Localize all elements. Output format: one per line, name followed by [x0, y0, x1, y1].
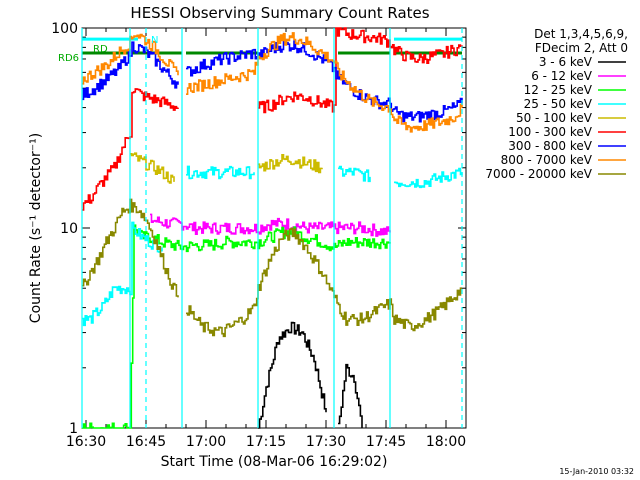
series-2	[82, 224, 391, 429]
legend-label: 7000 - 20000 keV	[485, 167, 592, 181]
series-4	[130, 152, 323, 184]
footer-date: 15-Jan-2010 03:32	[559, 467, 634, 476]
legend-header: Det 1,3,4,5,6,9,	[534, 27, 628, 41]
y-tick-label: 100	[51, 21, 78, 37]
legend-label: 6 - 12 keV	[531, 69, 593, 83]
series-line	[82, 221, 163, 327]
x-tick-label: 18:00	[426, 434, 466, 450]
y-tick-label: 1	[69, 421, 78, 437]
series-line	[258, 27, 463, 114]
series-line	[258, 154, 323, 174]
x-tick-label: 17:00	[186, 434, 226, 450]
series-5	[82, 27, 463, 211]
x-tick-label: 17:45	[366, 434, 406, 450]
series-line	[150, 213, 391, 237]
series-line	[82, 224, 391, 429]
orbit-boundaries	[81, 28, 463, 428]
legend-label: 100 - 300 keV	[508, 125, 592, 139]
y-axis-label: Count Rate (s⁻¹ detector⁻¹)	[28, 133, 44, 323]
x-tick-label: 16:45	[126, 434, 166, 450]
flag-label: RD6	[58, 53, 79, 64]
series-line	[82, 88, 179, 211]
series-line	[130, 152, 175, 184]
series-3	[82, 165, 463, 327]
legend-label: 25 - 50 keV	[524, 97, 593, 111]
legend-label: 3 - 6 keV	[539, 55, 593, 69]
x-tick-label: 17:30	[306, 434, 346, 450]
series-line	[258, 321, 327, 429]
series-0	[258, 321, 363, 429]
series-7	[82, 32, 463, 133]
series-layer	[82, 27, 463, 429]
series-line	[338, 363, 363, 428]
series-line	[394, 167, 463, 189]
series-line	[82, 33, 179, 85]
axes: 1 10 100 16:30 16:45 17:00 17:15 17:30 17:45 18:0…	[51, 21, 467, 450]
legend-label: 300 - 800 keV	[508, 139, 592, 153]
x-tick-label: 16:30	[66, 434, 106, 450]
legend: Det 1,3,4,5,6,9,FDecim 2, Att 03 - 6 keV…	[485, 27, 628, 181]
flag-labels: RD6 RD N	[58, 35, 158, 64]
legend-label: 12 - 25 keV	[524, 83, 593, 97]
legend-header: FDecim 2, Att 0	[535, 41, 628, 55]
series-line	[186, 32, 463, 133]
x-axis-label: Start Time (08-Mar-06 16:29:02)	[161, 454, 388, 470]
series-1	[150, 213, 391, 237]
series-line	[338, 165, 371, 183]
flag-label: RD	[93, 44, 108, 55]
flag-label: N	[151, 35, 158, 46]
legend-label: 800 - 7000 keV	[501, 153, 593, 167]
chart-title: HESSI Observing Summary Count Rates	[130, 4, 429, 22]
x-tick-label: 17:15	[246, 434, 286, 450]
legend-label: 50 - 100 keV	[516, 111, 593, 125]
series-line	[186, 165, 255, 180]
y-tick-label: 10	[60, 221, 78, 237]
series-line	[186, 227, 462, 338]
